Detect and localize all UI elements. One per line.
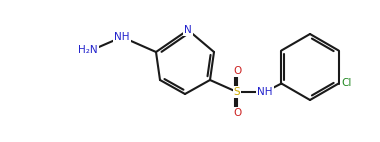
Text: O: O xyxy=(233,66,241,76)
Text: O: O xyxy=(233,108,241,118)
Text: N: N xyxy=(184,25,192,35)
Text: NH: NH xyxy=(114,32,130,42)
Text: S: S xyxy=(234,87,240,97)
Text: Cl: Cl xyxy=(341,79,352,88)
Text: NH: NH xyxy=(257,87,273,97)
Text: H₂N: H₂N xyxy=(78,45,98,55)
